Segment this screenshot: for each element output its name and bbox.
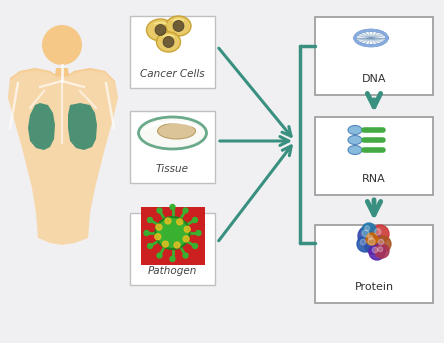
Ellipse shape (155, 217, 190, 249)
Ellipse shape (158, 123, 195, 139)
Circle shape (184, 226, 190, 232)
Ellipse shape (139, 117, 206, 149)
Circle shape (360, 239, 366, 245)
Circle shape (371, 225, 389, 243)
Circle shape (163, 241, 168, 247)
Circle shape (358, 226, 378, 246)
Circle shape (177, 219, 182, 225)
Circle shape (362, 223, 376, 237)
Circle shape (368, 238, 375, 245)
Text: Cancer Cells: Cancer Cells (140, 69, 205, 79)
FancyBboxPatch shape (315, 225, 433, 303)
Circle shape (378, 239, 384, 245)
Polygon shape (54, 68, 70, 83)
FancyBboxPatch shape (130, 16, 215, 88)
Circle shape (369, 244, 385, 260)
Circle shape (170, 204, 175, 210)
Circle shape (156, 224, 162, 230)
Polygon shape (8, 71, 118, 248)
Circle shape (42, 25, 82, 65)
Circle shape (163, 36, 174, 47)
Circle shape (147, 244, 152, 248)
Polygon shape (8, 69, 118, 246)
Circle shape (375, 236, 391, 252)
Circle shape (375, 244, 389, 258)
Ellipse shape (166, 16, 191, 36)
Ellipse shape (348, 126, 362, 134)
Circle shape (193, 217, 198, 223)
Circle shape (375, 228, 381, 235)
Text: Pathogen: Pathogen (148, 266, 197, 276)
Circle shape (372, 247, 378, 253)
Circle shape (174, 242, 180, 248)
Circle shape (183, 208, 188, 213)
FancyBboxPatch shape (130, 213, 215, 285)
FancyBboxPatch shape (315, 17, 433, 95)
Circle shape (365, 226, 370, 231)
Ellipse shape (147, 19, 174, 41)
Circle shape (378, 247, 383, 252)
Circle shape (147, 217, 152, 223)
Polygon shape (28, 103, 55, 150)
Ellipse shape (348, 135, 362, 144)
Circle shape (364, 234, 384, 254)
Circle shape (369, 235, 373, 240)
Circle shape (155, 24, 166, 35)
Text: Protein: Protein (354, 282, 393, 292)
Circle shape (183, 236, 189, 242)
Polygon shape (8, 70, 118, 247)
Circle shape (357, 236, 373, 252)
Text: RNA: RNA (362, 174, 386, 184)
Polygon shape (8, 68, 118, 245)
Circle shape (165, 218, 171, 224)
FancyBboxPatch shape (315, 117, 433, 195)
Circle shape (173, 21, 184, 32)
Text: DNA: DNA (362, 74, 386, 84)
Circle shape (155, 234, 161, 240)
Circle shape (183, 253, 188, 258)
Circle shape (170, 257, 175, 261)
FancyBboxPatch shape (130, 111, 215, 183)
Circle shape (144, 230, 149, 236)
Circle shape (366, 233, 378, 245)
Circle shape (157, 208, 162, 213)
Circle shape (362, 230, 369, 237)
FancyBboxPatch shape (140, 207, 205, 265)
Circle shape (157, 253, 162, 258)
Polygon shape (68, 103, 97, 150)
Ellipse shape (156, 32, 181, 52)
Circle shape (193, 244, 198, 248)
Ellipse shape (348, 145, 362, 154)
Text: Tissue: Tissue (156, 164, 189, 174)
Circle shape (196, 230, 201, 236)
